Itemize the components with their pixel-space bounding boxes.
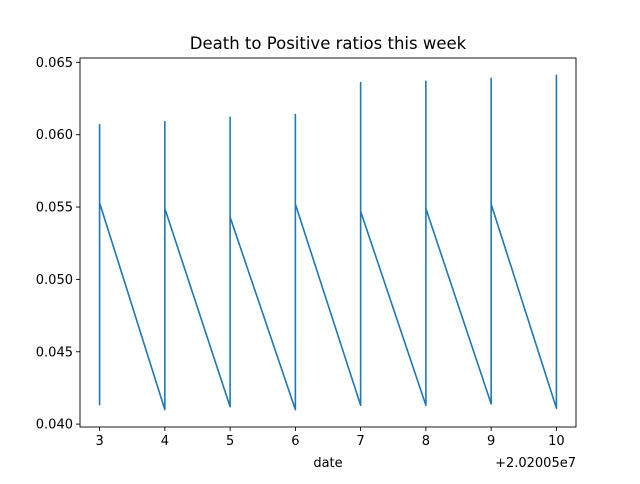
y-tick-label: 0.045 [36,345,73,360]
y-tick-label: 0.040 [36,418,73,433]
x-tick-label: 3 [95,434,103,449]
x-tick-label: 8 [422,434,430,449]
x-axis-offset-label: +2.02005e7 [495,456,576,471]
series-line-0 [98,74,558,411]
x-tick-label: 7 [356,434,364,449]
x-tick-label: 5 [226,434,234,449]
plot-area [98,74,558,411]
x-tick-label: 10 [548,434,565,449]
y-tick-label: 0.055 [36,201,73,216]
plot-frame [79,57,577,428]
y-tick-label: 0.065 [36,56,73,71]
x-tick-label: 4 [161,434,169,449]
y-tick-label: 0.060 [36,128,73,143]
y-tick-label: 0.050 [36,273,73,288]
x-tick-label: 6 [291,434,299,449]
axes: 3 4 5 6 7 8 9 10 0.040 0.045 0.050 0.055 0.060 0.065 [36,56,577,449]
x-tick-label: 9 [487,434,495,449]
x-axis-label: date [313,456,342,471]
chart-title: Death to Positive ratios this week [190,34,467,53]
